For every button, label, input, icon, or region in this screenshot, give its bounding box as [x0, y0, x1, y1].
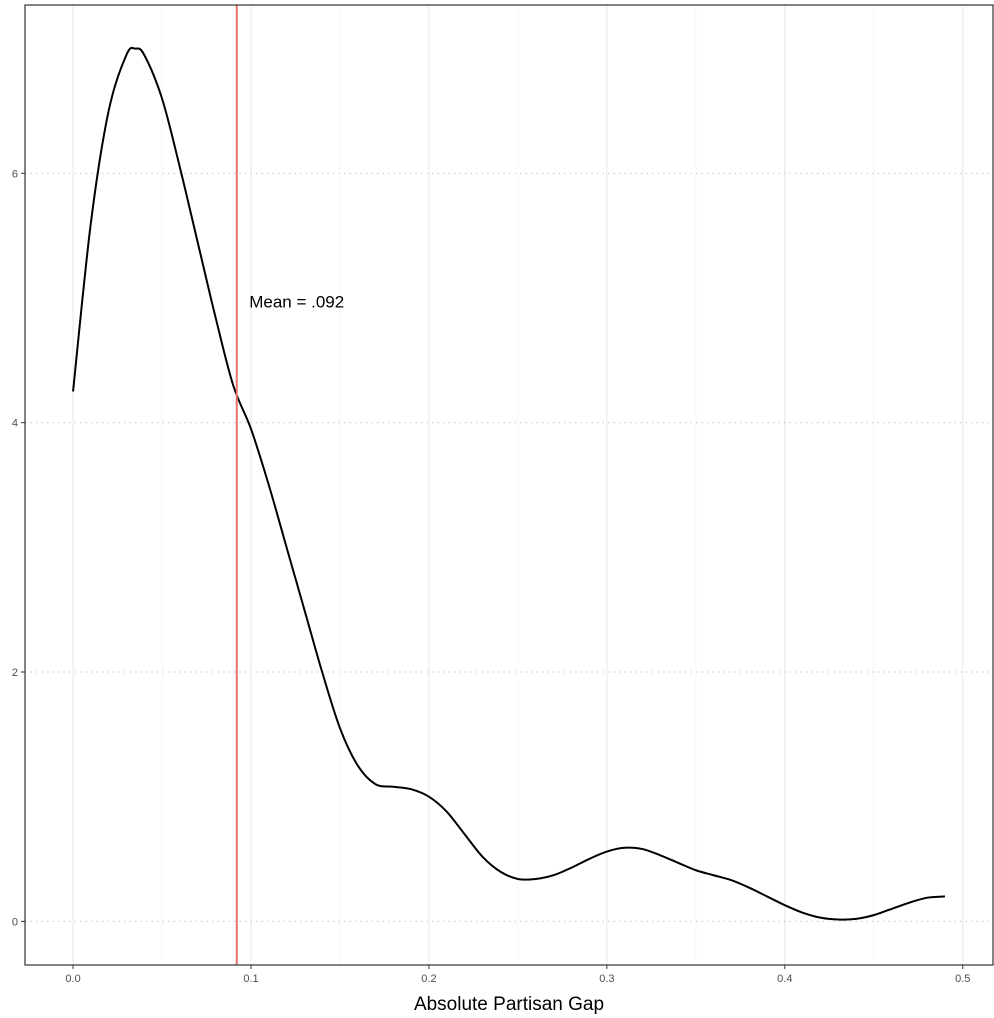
y-tick-label: 0	[12, 916, 18, 928]
vertical-gridlines	[72, 5, 964, 965]
x-axis-title: Absolute Partisan Gap	[414, 994, 604, 1015]
x-tick-label: 0.5	[955, 973, 970, 985]
x-axis: 0.0 0.1 0.2 0.3 0.4 0.5	[65, 965, 970, 985]
x-tick-label: 0.1	[243, 973, 258, 985]
y-axis: 0 2 4 6	[12, 168, 25, 928]
x-tick-label: 0.0	[65, 973, 80, 985]
density-curve	[72, 46, 946, 921]
y-tick-label: 2	[12, 667, 18, 679]
x-tick-label: 0.3	[599, 973, 614, 985]
x-tick-label: 0.4	[777, 973, 792, 985]
y-tick-label: 6	[12, 168, 18, 180]
horizontal-gridlines	[25, 172, 993, 922]
x-tick-label: 0.2	[421, 973, 436, 985]
mean-annotation: Mean = .092	[249, 293, 344, 312]
plot-panel-border	[24, 4, 994, 966]
y-tick-label: 4	[12, 418, 18, 430]
